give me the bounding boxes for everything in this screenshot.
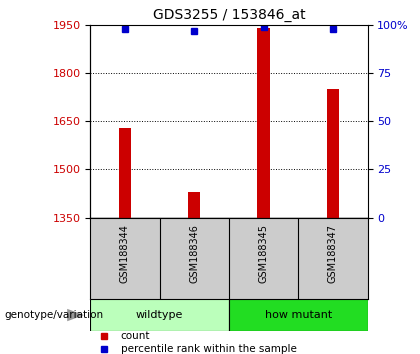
Text: GSM188344: GSM188344: [120, 224, 130, 283]
Text: GSM188346: GSM188346: [189, 224, 199, 283]
Text: percentile rank within the sample: percentile rank within the sample: [121, 344, 297, 354]
Text: genotype/variation: genotype/variation: [4, 310, 103, 320]
Bar: [119, 128, 131, 218]
Text: count: count: [121, 331, 150, 341]
Bar: [229, 299, 368, 331]
Bar: [188, 192, 200, 218]
Bar: [327, 89, 339, 218]
Title: GDS3255 / 153846_at: GDS3255 / 153846_at: [152, 8, 305, 22]
Text: how mutant: how mutant: [265, 310, 332, 320]
Text: wildtype: wildtype: [136, 310, 183, 320]
Bar: [257, 28, 270, 218]
Text: GSM188345: GSM188345: [259, 224, 268, 283]
Polygon shape: [67, 309, 84, 321]
Text: GSM188347: GSM188347: [328, 224, 338, 283]
Bar: [90, 299, 229, 331]
